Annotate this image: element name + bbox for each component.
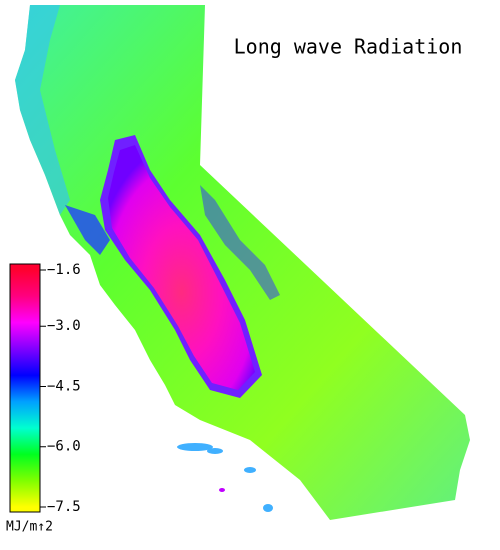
colorbar-tick-label: −6.0 <box>47 439 81 455</box>
california-map <box>15 5 470 520</box>
map-title: Long wave Radiation <box>234 35 463 59</box>
colorbar <box>9 263 41 513</box>
central-valley <box>108 145 255 390</box>
island <box>177 443 213 451</box>
coastal-band <box>15 5 70 215</box>
island <box>263 504 273 512</box>
islands <box>177 443 273 512</box>
colorbar-tick-label: −3.0 <box>47 318 81 334</box>
bay-area <box>65 205 110 255</box>
island <box>219 488 225 492</box>
colorbar-tick-label: −7.5 <box>47 499 81 515</box>
colorbar-tick-label: −1.6 <box>47 262 81 278</box>
colorbar-tick-label: −4.5 <box>47 378 81 394</box>
island <box>244 467 256 473</box>
colorbar-unit: MJ/m↑2 <box>6 520 53 535</box>
sierra-nevada <box>200 185 280 300</box>
island <box>207 448 223 454</box>
